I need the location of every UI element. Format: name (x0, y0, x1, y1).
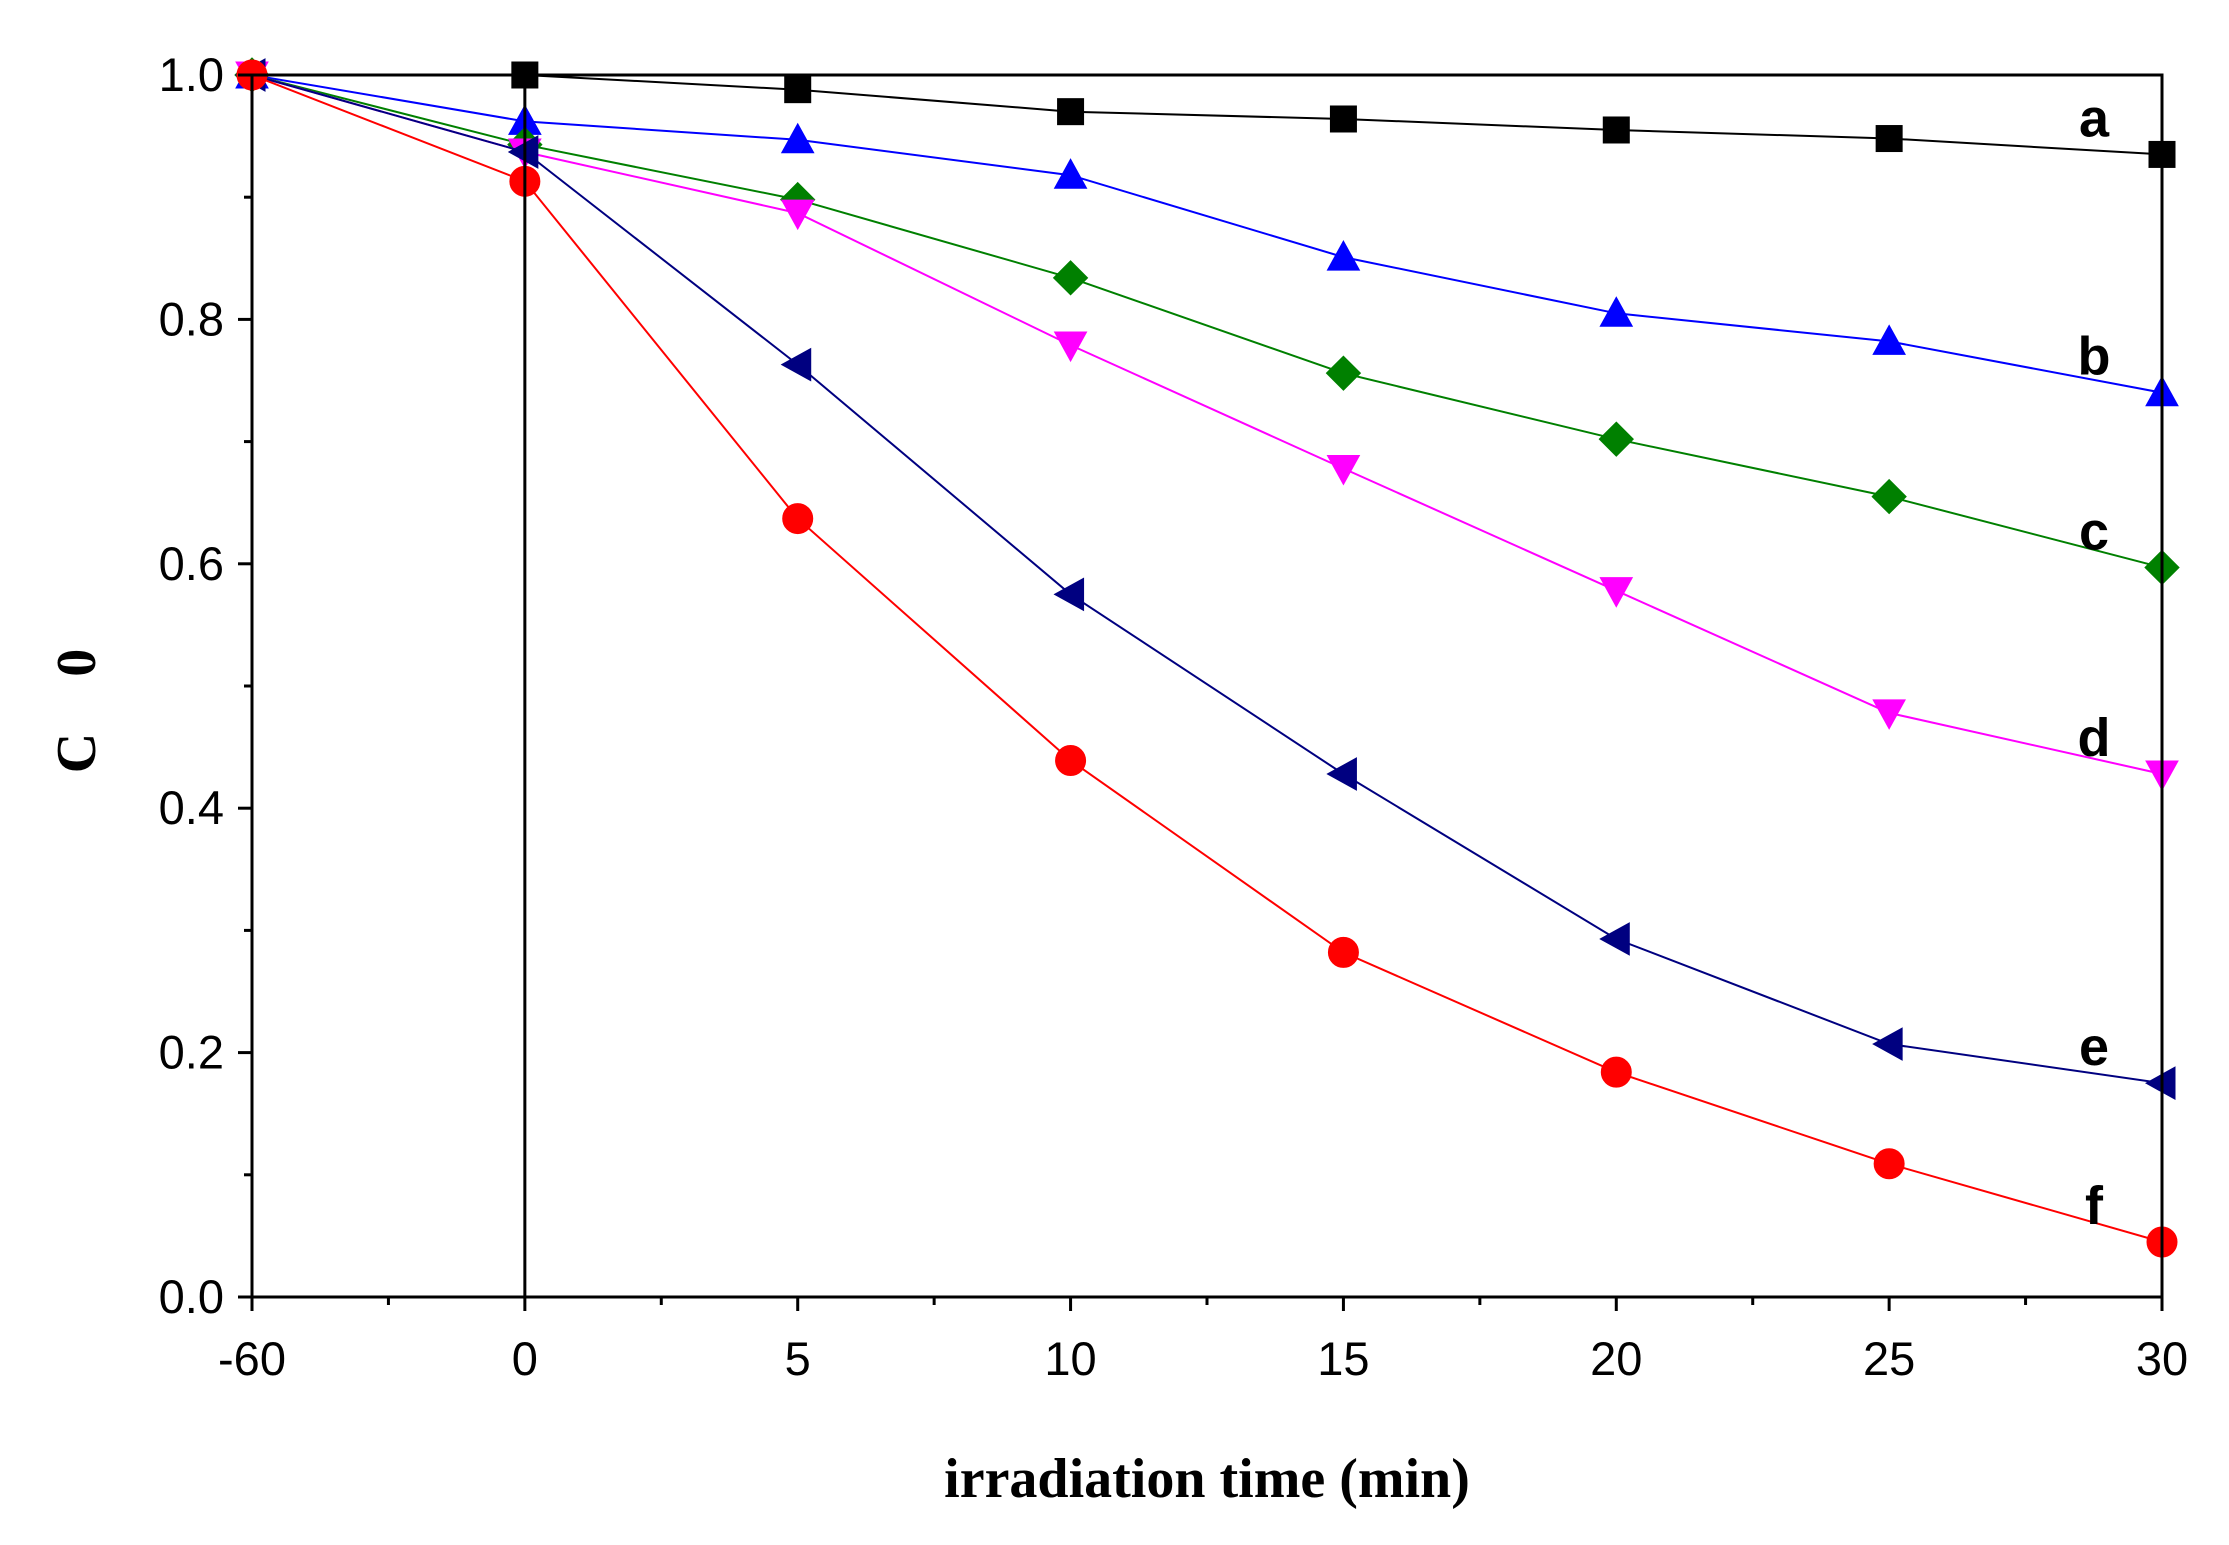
series-line-c (251, 74, 2163, 569)
series-f (236, 59, 2178, 1258)
x-tick-label: 20 (1590, 1332, 1642, 1385)
series-label-a: a (2079, 88, 2110, 148)
series-label-b: b (2078, 327, 2111, 387)
marker-triangle-up (1599, 296, 1634, 327)
marker-triangle-left (1872, 1027, 1903, 1061)
marker-triangle-left (1053, 577, 1085, 612)
y-tick-label: 0.8 (159, 292, 224, 345)
series-labels: a b c d e f (2078, 88, 2111, 1236)
x-tick-label: 25 (1863, 1332, 1915, 1385)
series-line-f (251, 74, 2163, 1243)
series-line-d (251, 74, 2163, 775)
series-line-b (251, 74, 2163, 394)
marker-circle (782, 503, 814, 535)
marker-diamond (1871, 478, 1907, 515)
y-axis-title: C 0 (46, 649, 108, 773)
marker-triangle-left (1599, 922, 1630, 956)
marker-square (1057, 98, 1085, 126)
series-b (235, 57, 2179, 407)
marker-diamond (1325, 355, 1362, 391)
marker-square (1602, 116, 1630, 144)
y-tick-label: 0.2 (159, 1026, 224, 1079)
axes: -60 0 5 10 15 20 25 30 0.0 0.2 0.4 0.6 0.8 1.0 (159, 48, 2188, 1385)
marker-circle (1055, 745, 1087, 777)
marker-circle (1600, 1056, 1632, 1088)
series-line-a (252, 74, 2163, 156)
x-tick-label: 30 (2136, 1332, 2188, 1385)
plot-frame (250, 73, 2164, 1299)
marker-circle (1873, 1148, 1905, 1180)
series-line-e (251, 74, 2163, 1085)
marker-triangle-down (780, 199, 815, 231)
x-tick-label: 10 (1044, 1332, 1096, 1385)
minor-ticks (244, 195, 2028, 1305)
marker-circle (1327, 936, 1359, 968)
x-tick-label: 0 (512, 1332, 538, 1385)
series-label-f: f (2085, 1176, 2104, 1236)
marker-triangle-down (1326, 454, 1361, 486)
marker-diamond (1052, 260, 1089, 296)
marker-triangle-down (1599, 577, 1634, 608)
y-tick-label: 0.4 (159, 781, 224, 834)
marker-triangle-down (1872, 699, 1906, 730)
marker-triangle-left (1326, 757, 1357, 791)
marker-triangle-up (1326, 240, 1361, 271)
y-tick-label: 1.0 (159, 48, 224, 101)
series-label-c: c (2079, 501, 2109, 561)
marker-square (1875, 125, 1903, 153)
marker-triangle-left (780, 347, 812, 382)
marker-triangle-up (780, 122, 815, 154)
series-label-e: e (2079, 1017, 2109, 1077)
marker-triangle-up (1872, 324, 1906, 355)
marker-square (1329, 105, 1357, 133)
x-tick-label: 15 (1317, 1332, 1369, 1385)
data-series (234, 57, 2180, 1258)
x-tick-label: 5 (785, 1332, 811, 1385)
x-axis-title: irradiation time (min) (944, 1448, 1470, 1510)
series-label-d: d (2078, 708, 2111, 768)
marker-square (784, 76, 812, 104)
x-tick-label: -60 (218, 1332, 286, 1385)
y-tick-label: 0.6 (159, 537, 224, 590)
y-tick-label: 0.0 (159, 1270, 224, 1323)
marker-triangle-down (1053, 331, 1088, 363)
marker-diamond (1598, 421, 1634, 457)
marker-triangle-up (1053, 158, 1088, 189)
